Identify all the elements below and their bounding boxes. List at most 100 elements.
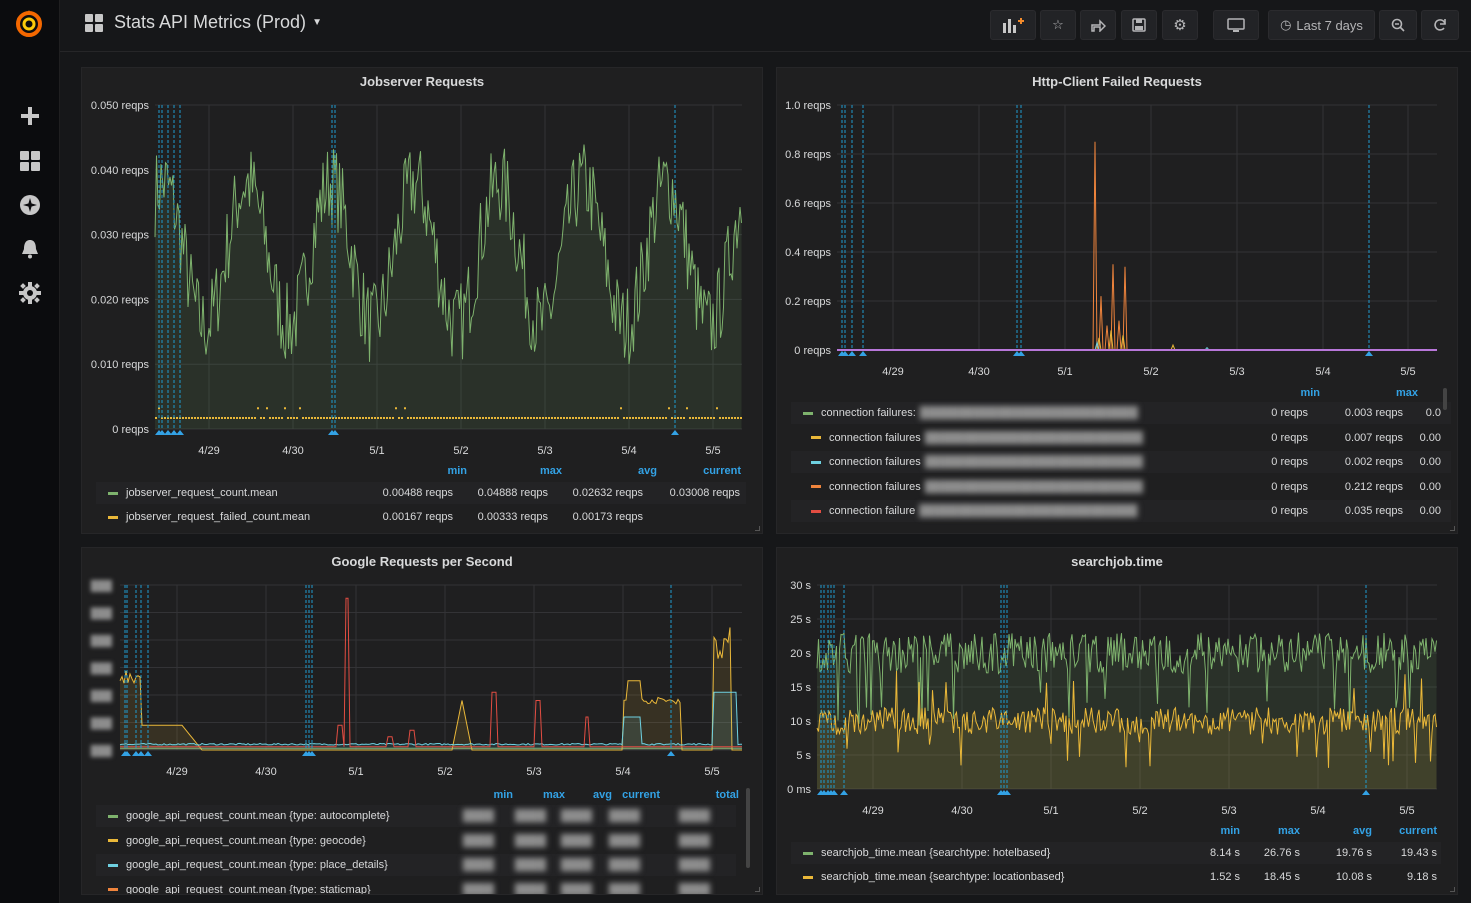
series-name[interactable]: google_api_request_count.mean {type: sta… bbox=[126, 883, 371, 895]
series-name[interactable]: jobserver_request_failed_count.mean bbox=[126, 511, 311, 523]
annotation-marker[interactable] bbox=[840, 790, 848, 795]
refresh-button[interactable] bbox=[1421, 10, 1459, 40]
series-line[interactable] bbox=[120, 597, 742, 748]
series-name[interactable]: google_api_request_count.mean {type: geo… bbox=[126, 834, 366, 847]
legend-scrollbar[interactable] bbox=[746, 788, 750, 868]
legend-header-min[interactable]: min bbox=[447, 465, 467, 477]
annotation-marker[interactable] bbox=[841, 351, 849, 356]
add-panel-button[interactable] bbox=[990, 10, 1036, 40]
annotation-marker[interactable] bbox=[859, 351, 867, 356]
series-name[interactable]: connection failure bbox=[829, 505, 916, 517]
series-color-swatch[interactable] bbox=[108, 863, 118, 867]
panel-title[interactable]: searchjob.time bbox=[1071, 554, 1163, 569]
series-name[interactable]: google_api_request_count.mean {type: pla… bbox=[126, 859, 388, 871]
legend-header-total[interactable]: total bbox=[715, 789, 739, 801]
annotation-marker[interactable] bbox=[667, 751, 675, 756]
legend-header-current[interactable]: current bbox=[622, 789, 660, 801]
series-name[interactable]: connection failures bbox=[829, 456, 921, 468]
legend-row[interactable]: google_api_request_count.mean {type: geo… bbox=[96, 830, 736, 852]
series-line[interactable] bbox=[837, 330, 1437, 351]
series-name[interactable]: connection failures bbox=[829, 480, 921, 493]
series-color-swatch[interactable] bbox=[108, 814, 118, 818]
series-name[interactable]: connection failures bbox=[829, 431, 921, 444]
legend-header-avg[interactable]: avg bbox=[1353, 825, 1372, 837]
legend-row[interactable]: connection failures █████████████████████… bbox=[791, 427, 1451, 449]
annotation-marker[interactable] bbox=[158, 430, 166, 435]
series-color-swatch[interactable] bbox=[108, 839, 118, 842]
settings-button[interactable]: ⚙ bbox=[1162, 10, 1198, 40]
gear-icon[interactable] bbox=[19, 282, 41, 304]
legend-header-min[interactable]: min bbox=[1300, 387, 1320, 399]
series-name[interactable]: searchjob_time.mean {searchtype: hotelba… bbox=[821, 847, 1051, 859]
legend-header-min[interactable]: min bbox=[1220, 825, 1240, 837]
annotation-marker[interactable] bbox=[1003, 790, 1011, 795]
dashboards-icon[interactable] bbox=[19, 150, 41, 172]
series-name[interactable]: google_api_request_count.mean {type: aut… bbox=[126, 810, 390, 822]
annotation-marker[interactable] bbox=[1017, 351, 1025, 356]
google-requests-graph[interactable]: ███ ███ ███ ███ ███ ███ ███ 4/29 4/30 5/1 5/2 5/3 5/… bbox=[82, 574, 762, 784]
http-client-graph[interactable]: 1.0 reqps 0.8 reqps 0.6 reqps 0.4 reqps 0.2 … bbox=[777, 94, 1457, 384]
panel-resize-handle[interactable] bbox=[755, 526, 760, 531]
annotation-marker[interactable] bbox=[830, 790, 838, 795]
legend-row[interactable]: searchjob_time.mean {searchtype: locatio… bbox=[791, 866, 1441, 888]
legend-row[interactable]: searchjob_time.mean {searchtype: hotelba… bbox=[791, 842, 1441, 864]
searchjob-graph[interactable]: 30 s 25 s 20 s 15 s 10 s 5 s 0 ms 4/29 4/30 5/1 5/… bbox=[777, 574, 1457, 822]
legend-scrollbar[interactable] bbox=[1443, 388, 1447, 410]
series-color-swatch[interactable] bbox=[803, 411, 813, 415]
panel-title[interactable]: Google Requests per Second bbox=[331, 554, 513, 569]
legend-header-avg[interactable]: avg bbox=[638, 465, 657, 477]
series-color-swatch[interactable] bbox=[108, 491, 118, 495]
grafana-logo-icon[interactable] bbox=[13, 8, 45, 40]
series-color-swatch[interactable] bbox=[811, 485, 821, 488]
legend-row[interactable]: jobserver_request_count.mean 0.00488 req… bbox=[96, 482, 746, 504]
legend-header-current[interactable]: current bbox=[1399, 825, 1437, 837]
series-line[interactable] bbox=[837, 141, 1437, 351]
legend-header-avg[interactable]: avg bbox=[593, 789, 612, 801]
series-line[interactable] bbox=[154, 144, 742, 365]
annotation-marker[interactable] bbox=[1365, 351, 1373, 356]
series-name[interactable]: connection failures: bbox=[821, 407, 916, 419]
annotation-marker[interactable] bbox=[123, 751, 131, 756]
legend-row[interactable]: google_api_request_count.mean {type: pla… bbox=[96, 854, 736, 876]
panel-resize-handle[interactable] bbox=[755, 887, 760, 892]
legend-header-current[interactable]: current bbox=[703, 465, 741, 477]
series-line[interactable] bbox=[837, 340, 1437, 351]
annotation-marker[interactable] bbox=[331, 430, 339, 435]
plus-icon[interactable] bbox=[19, 105, 41, 127]
series-color-swatch[interactable] bbox=[108, 888, 118, 891]
legend-row[interactable]: connection failure ██████████████████████… bbox=[791, 500, 1451, 522]
series-name[interactable]: searchjob_time.mean {searchtype: locatio… bbox=[821, 871, 1065, 883]
legend-row[interactable]: google_api_request_count.mean {type: sta… bbox=[96, 879, 736, 895]
series-color-swatch[interactable] bbox=[811, 509, 821, 513]
zoom-out-button[interactable] bbox=[1379, 10, 1417, 40]
series-color-swatch[interactable] bbox=[811, 460, 821, 464]
annotation-marker[interactable] bbox=[1362, 790, 1370, 795]
annotation-marker[interactable] bbox=[308, 751, 316, 756]
legend-header-max[interactable]: max bbox=[1277, 825, 1300, 837]
panel-resize-handle[interactable] bbox=[1450, 526, 1455, 531]
save-button[interactable] bbox=[1121, 10, 1157, 40]
legend-header-max[interactable]: max bbox=[542, 789, 565, 801]
explore-icon[interactable] bbox=[19, 194, 41, 216]
legend-header-max[interactable]: max bbox=[1395, 387, 1418, 399]
series-color-swatch[interactable] bbox=[108, 515, 118, 519]
legend-row[interactable]: connection failures: ████████████████████… bbox=[791, 402, 1451, 424]
legend-header-max[interactable]: max bbox=[539, 465, 562, 477]
legend-row[interactable]: google_api_request_count.mean {type: aut… bbox=[96, 805, 736, 827]
share-button[interactable] bbox=[1080, 10, 1116, 40]
legend-row[interactable]: jobserver_request_failed_count.mean 0.00… bbox=[96, 506, 746, 528]
series-line[interactable] bbox=[816, 632, 1437, 726]
annotation-marker[interactable] bbox=[848, 351, 856, 356]
panel-resize-handle[interactable] bbox=[1450, 887, 1455, 892]
jobserver-graph[interactable]: 0.050 reqps 0.040 reqps 0.030 reqps 0.020 r… bbox=[82, 94, 762, 462]
legend-row[interactable]: connection failures █████████████████████… bbox=[791, 451, 1451, 473]
series-name[interactable]: jobserver_request_count.mean bbox=[126, 487, 278, 499]
annotation-marker[interactable] bbox=[176, 430, 184, 435]
legend-header-min[interactable]: min bbox=[493, 789, 513, 801]
annotation-marker[interactable] bbox=[137, 751, 145, 756]
annotation-marker[interactable] bbox=[164, 430, 172, 435]
time-picker-button[interactable]: ◷ Last 7 days bbox=[1268, 10, 1375, 40]
tv-mode-button[interactable] bbox=[1213, 10, 1259, 40]
dashboard-title-picker[interactable]: Stats API Metrics (Prod) ▼ bbox=[84, 12, 322, 33]
annotation-marker[interactable] bbox=[671, 430, 679, 435]
